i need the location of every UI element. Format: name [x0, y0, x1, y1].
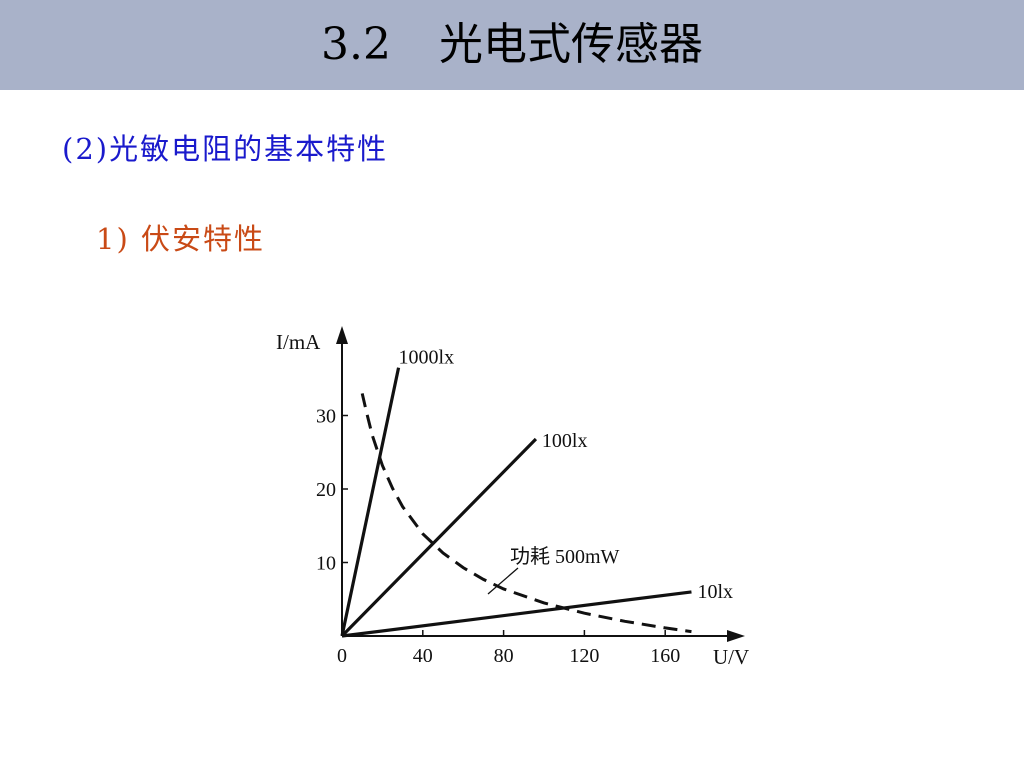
- power-curve-dashed: [360, 393, 692, 634]
- chart-labels: I/mA U/V 1000lx 100lx 10lx 功耗 500mW: [276, 330, 749, 669]
- x-axis-arrow: [727, 630, 745, 642]
- y-axis-label: I/mA: [276, 330, 321, 354]
- x-tick-label: 40: [413, 645, 433, 667]
- slide-header: 3.2 光电式传感器: [0, 0, 1024, 90]
- chart-series: [340, 367, 692, 638]
- series-label-100lx: 100lx: [542, 430, 588, 452]
- x-axis-label: U/V: [713, 645, 749, 669]
- x-tick-label: 120: [569, 645, 599, 667]
- series-line-100lx: [340, 437, 538, 638]
- series-label-10lx: 10lx: [697, 581, 733, 603]
- chart-ticks: 0 40 80 120 160 10 20 30: [316, 406, 680, 668]
- x-tick-label: 80: [494, 645, 514, 667]
- x-tick-label: 0: [337, 645, 347, 667]
- y-tick-label: 30: [316, 406, 336, 428]
- x-tick-label: 160: [650, 645, 680, 667]
- series-line-1000lx: [340, 367, 401, 637]
- section-number: 3.2: [321, 19, 391, 70]
- title-text: 光电式传感器: [438, 19, 703, 70]
- series-label-1000lx: 1000lx: [399, 347, 455, 369]
- subsection-heading: 1) 伏安特性: [96, 222, 265, 256]
- y-tick-label: 20: [316, 479, 336, 501]
- slide-title: 3.2 光电式传感器: [0, 0, 1024, 90]
- y-axis-arrow: [336, 326, 348, 344]
- y-tick-label: 10: [316, 553, 336, 575]
- chart-axes: [336, 326, 745, 642]
- power-curve-label: 功耗 500mW: [510, 545, 620, 568]
- section-heading: (2)光敏电阻的基本特性: [62, 132, 389, 166]
- power-label-leader: [487, 567, 519, 595]
- series-line-10lx: [341, 590, 692, 638]
